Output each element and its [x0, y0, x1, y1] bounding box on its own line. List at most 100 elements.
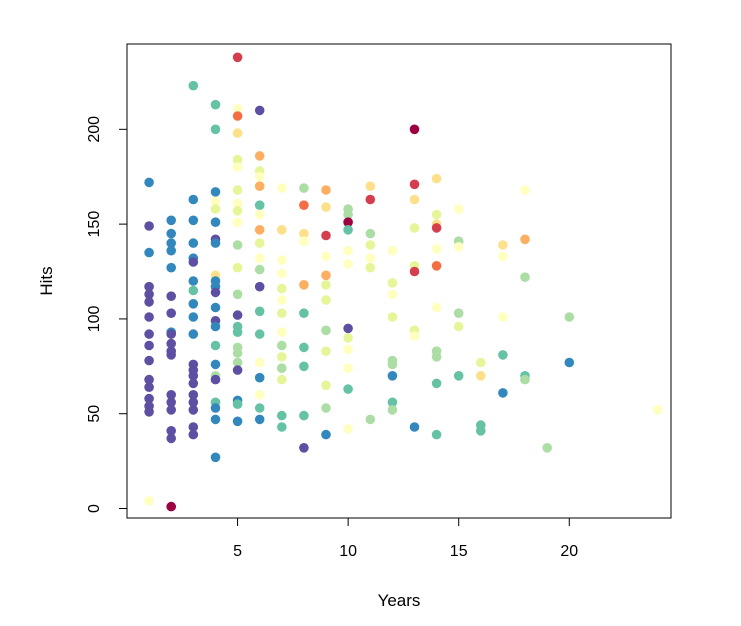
data-point [299, 200, 309, 210]
data-point [343, 424, 353, 434]
data-point [652, 405, 663, 415]
data-point [343, 323, 353, 334]
data-point [498, 312, 508, 322]
data-point [232, 399, 243, 410]
data-point [476, 357, 486, 368]
data-point [299, 308, 309, 319]
data-point [210, 414, 221, 425]
data-point [166, 215, 176, 226]
data-point [254, 253, 265, 263]
data-point [431, 244, 442, 254]
data-point [232, 198, 243, 209]
data-point [299, 280, 309, 290]
data-point [431, 352, 442, 362]
data-point [210, 238, 221, 248]
data-point [166, 390, 176, 400]
data-point [476, 426, 486, 436]
data-point [144, 329, 154, 339]
data-point [365, 228, 376, 239]
data-point [210, 187, 221, 197]
data-point [254, 329, 265, 339]
data-point [232, 416, 243, 427]
data-point [254, 281, 265, 292]
data-point [387, 359, 398, 370]
data-point [144, 374, 154, 385]
data-point [453, 204, 464, 214]
data-point [277, 340, 287, 351]
data-point [321, 325, 331, 336]
data-point [210, 99, 221, 110]
data-point [453, 308, 464, 319]
data-point [166, 433, 176, 444]
data-point [188, 312, 199, 322]
data-point [232, 52, 243, 63]
data-point [232, 162, 243, 172]
data-point [166, 405, 176, 415]
data-point [232, 206, 243, 216]
data-point [210, 124, 221, 135]
data-point [520, 272, 530, 283]
data-point [321, 295, 331, 305]
x-tick-label: 10 [339, 543, 357, 560]
data-point [431, 173, 442, 184]
data-point [232, 262, 243, 273]
data-point [144, 382, 154, 393]
data-point [210, 374, 221, 385]
data-point [254, 264, 265, 275]
data-point [343, 245, 353, 256]
data-point [232, 217, 243, 227]
data-point [520, 185, 530, 195]
data-point [365, 181, 376, 191]
data-point [365, 253, 376, 263]
data-point [210, 403, 221, 413]
data-point [254, 306, 265, 317]
y-tick-label: 0 [86, 504, 103, 513]
data-point [210, 340, 221, 351]
data-point [188, 405, 199, 415]
data-point [188, 329, 199, 339]
data-point [232, 327, 243, 338]
data-point [321, 403, 331, 413]
data-point [277, 410, 287, 421]
data-point [498, 251, 508, 262]
data-point [254, 105, 265, 116]
data-point [365, 262, 376, 273]
data-point [144, 281, 154, 292]
data-point [365, 240, 376, 250]
data-point [210, 196, 221, 207]
data-point [409, 124, 420, 135]
data-point [166, 350, 176, 360]
y-tick-label: 50 [86, 405, 103, 423]
data-point [232, 185, 243, 195]
data-point [277, 255, 287, 265]
data-point [166, 308, 176, 319]
data-point [542, 443, 552, 453]
y-axis-label: Hits [37, 266, 56, 295]
plot-frame [126, 43, 672, 519]
data-point [144, 247, 154, 258]
data-point [343, 209, 353, 220]
data-point [144, 393, 154, 404]
data-point [144, 289, 154, 300]
data-point [144, 177, 154, 188]
data-point [144, 340, 154, 351]
data-point [431, 378, 442, 389]
data-point [254, 390, 265, 400]
data-point [254, 238, 265, 248]
data-point [166, 291, 176, 302]
data-point [409, 179, 420, 190]
data-point [232, 240, 243, 250]
data-point [232, 365, 243, 375]
data-point [453, 321, 464, 332]
data-point [166, 245, 176, 256]
data-point [144, 407, 154, 417]
data-point [520, 234, 530, 245]
data-point [232, 128, 243, 138]
data-point [188, 215, 199, 226]
data-point [166, 397, 176, 408]
data-point [498, 240, 508, 250]
data-point [321, 270, 331, 281]
